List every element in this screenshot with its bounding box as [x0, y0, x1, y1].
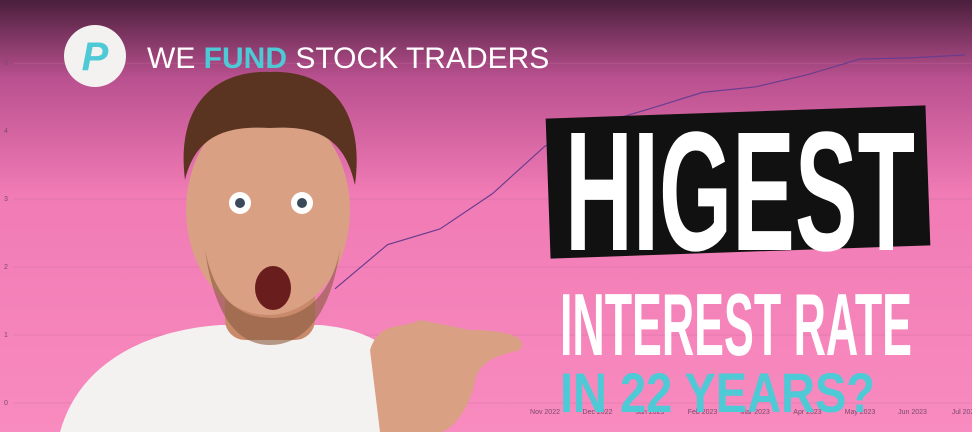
logo-letter: P	[82, 35, 109, 79]
y-tick-label: 0	[4, 400, 8, 407]
x-tick-label: Jan 2023	[636, 409, 665, 416]
x-tick-label: Mar 2023	[740, 409, 770, 416]
y-tick-label: 2	[4, 264, 8, 271]
headline-box	[545, 105, 931, 259]
x-tick-label: Dec 2022	[583, 409, 613, 416]
headline-line: IN 22 YEARS?	[560, 361, 875, 424]
rate-line	[334, 54, 966, 290]
x-tick-label: Apr 2023	[793, 409, 822, 416]
y-tick-label: 3	[4, 196, 8, 203]
x-tick-label: May 2023	[845, 409, 876, 416]
y-tick-label: 5	[4, 60, 8, 67]
person	[60, 71, 522, 432]
headline-line: INTEREST RATE	[560, 275, 912, 374]
x-tick-label: Jul 2023	[952, 409, 972, 416]
brand-word: WE	[147, 42, 195, 75]
x-tick-label: Feb 2023	[688, 409, 718, 416]
x-tick-label: Jun 2023	[898, 409, 927, 416]
y-tick-label: 4	[4, 128, 8, 135]
brand-word: FUND	[204, 42, 287, 75]
brand-word: STOCK TRADERS	[295, 42, 549, 75]
x-tick-label: Nov 2022	[530, 409, 560, 416]
logo	[64, 25, 126, 87]
headline-line: HIGEST	[565, 97, 915, 287]
y-tick-label: 1	[4, 332, 8, 339]
brand-name: WE FUND STOCK TRADERS	[147, 42, 549, 75]
